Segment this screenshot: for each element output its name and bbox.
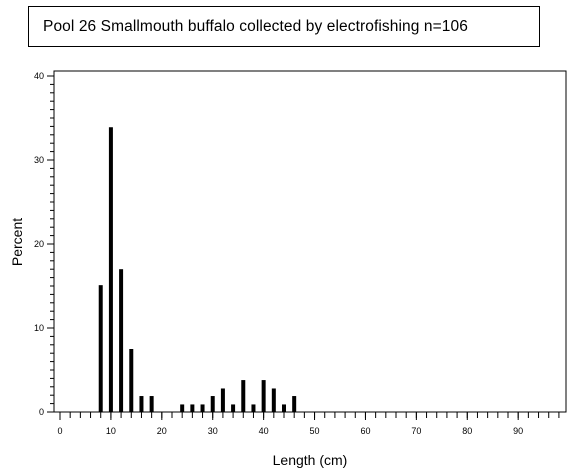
x-tick-label: 50 (310, 426, 320, 436)
histogram-bar (98, 285, 103, 412)
x-tick-label: 60 (360, 426, 370, 436)
x-tick-label: 30 (208, 426, 218, 436)
histogram-bar (292, 396, 297, 412)
ticks-group: 0 10 20 30 40 50 60 70 80 90 0 10 20 30 40 (34, 71, 560, 436)
histogram-bar (210, 396, 215, 412)
histogram-bar (271, 388, 276, 412)
histogram-bar (220, 388, 225, 412)
x-axis-label: Length (cm) (273, 452, 348, 468)
y-tick-label: 10 (34, 323, 44, 333)
x-tick-label: 90 (513, 426, 523, 436)
y-tick-label: 30 (34, 155, 44, 165)
x-tick-label: 10 (106, 426, 116, 436)
x-tick-label: 20 (157, 426, 167, 436)
x-tick-label: 0 (57, 426, 62, 436)
histogram-bar (108, 127, 113, 413)
x-tick-label: 80 (462, 426, 472, 436)
histogram-bar (200, 404, 205, 412)
y-axis-label: Percent (9, 218, 25, 266)
histogram-bar (180, 404, 185, 412)
histogram-bar (261, 380, 266, 412)
y-tick-label: 20 (34, 239, 44, 249)
histogram-bar (190, 404, 195, 412)
axes (53, 70, 567, 413)
histogram-bar (282, 404, 286, 412)
histogram-bar (231, 404, 236, 412)
chart-title: Pool 26 Smallmouth buffalo collected by … (28, 6, 540, 47)
y-tick-label: 40 (34, 71, 44, 81)
histogram-bar (241, 380, 246, 412)
histogram-bar (251, 404, 256, 412)
histogram-bar (119, 269, 124, 412)
plot-frame (53, 70, 567, 413)
bars-group (98, 127, 297, 413)
histogram-bar (129, 349, 134, 412)
x-tick-label: 70 (411, 426, 421, 436)
histogram-bar (149, 396, 154, 412)
x-tick-label: 40 (259, 426, 269, 436)
histogram-bar (139, 396, 144, 412)
y-tick-label: 0 (39, 407, 44, 417)
